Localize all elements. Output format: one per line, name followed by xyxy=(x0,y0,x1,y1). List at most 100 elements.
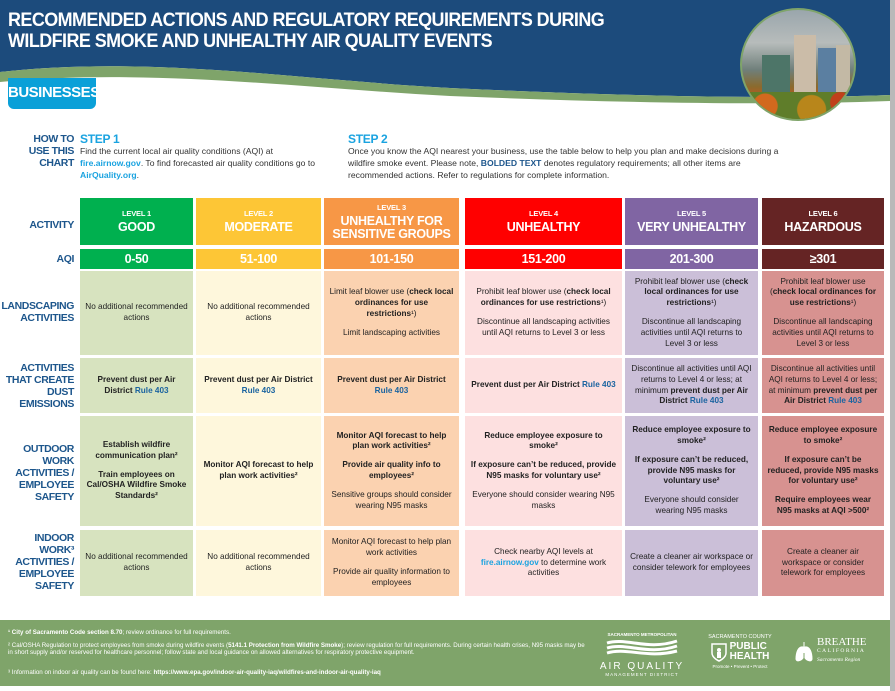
cell-paragraph: Prevent dust per Air District Rule 403 xyxy=(201,375,316,397)
how-to-label: HOW TO USE THIS CHART xyxy=(28,133,75,169)
step1-text: Find the current local air quality condi… xyxy=(80,146,316,180)
cell-paragraph: Provide air quality information to emplo… xyxy=(329,567,454,589)
cell-text: ¹) xyxy=(600,298,607,308)
aqi-range-5: 201-300 xyxy=(625,249,758,269)
dust-cell: Prevent dust per Air District Rule 403 xyxy=(465,358,622,413)
cell-paragraph: No additional recommended actions xyxy=(85,302,188,324)
cell-paragraph: No additional recommended actions xyxy=(201,552,316,574)
public-health-logo: SACRAMENTO COUNTY PUBLIC HEALTH Promote •… xyxy=(708,634,772,669)
link[interactable]: Rule 403 xyxy=(134,385,169,395)
level-header-6: LEVEL 6 HAZARDOUS xyxy=(762,198,884,245)
outdoor-cell: Reduce employee exposure to smoke² If exp… xyxy=(625,416,758,526)
aqi-range-3: 101-150 xyxy=(324,249,459,269)
aqi-range-1: 0-50 xyxy=(80,249,193,269)
level-category: MODERATE xyxy=(224,220,293,235)
dust-cell: Prevent dust per Air District Rule 403 xyxy=(196,358,321,413)
cell-paragraph: Prevent dust per Air District Rule 403 xyxy=(85,375,188,397)
level-header-1: LEVEL 1 GOOD xyxy=(80,198,193,245)
cell-text: prevent dust per Air District xyxy=(784,385,878,406)
cell-paragraph: Establish wildfire communication plan² xyxy=(85,440,188,462)
breathe-california-logo: BREATHE CALIFORNIA Sacramento Region xyxy=(795,637,890,665)
indoor-cell: No additional recommended actions xyxy=(196,530,321,596)
link[interactable]: fire.airnow.gov xyxy=(480,557,539,567)
businesses-tab: BUSINESSES xyxy=(8,78,100,109)
cell-text: Require employees wear N95 masks at AQI … xyxy=(774,495,872,515)
indoor-cell: Monitor AQI forecast to help plan work a… xyxy=(324,530,459,596)
level-number: LEVEL 4 xyxy=(529,209,558,219)
cell-text: Limit leaf blower use ( xyxy=(329,287,410,297)
fire-airnow-link[interactable]: fire.airnow.gov xyxy=(80,158,141,168)
row-label-activity: ACTIVITY xyxy=(29,219,74,231)
cell-text: Limit landscaping activities xyxy=(343,327,440,337)
cell-paragraph: Sensitive groups should consider wearing… xyxy=(329,490,454,512)
step2-text: Once you know the AQI nearest your busin… xyxy=(348,146,779,180)
level-category: GOOD xyxy=(118,220,155,235)
page-title: RECOMMENDED ACTIONS AND REGULATORY REQUI… xyxy=(8,9,605,52)
cell-paragraph: Monitor AQI forecast to help plan work a… xyxy=(329,537,454,559)
outdoor-cell: Reduce employee exposure to smoke² If exp… xyxy=(465,416,622,526)
cell-paragraph: If exposure can’t be reduced, provide N9… xyxy=(767,455,879,487)
footer: ¹ City of Sacramento Code section 8.70; … xyxy=(0,620,890,686)
cell-paragraph: No additional recommended actions xyxy=(85,552,188,574)
indoor-cell: Create a cleaner air workspace or consid… xyxy=(762,530,884,596)
cell-text: Create a cleaner air workspace or consid… xyxy=(780,546,866,578)
outdoor-cell: Reduce employee exposure to smoke² If exp… xyxy=(762,416,884,526)
indoor-cell: Create a cleaner air workspace or consid… xyxy=(625,530,758,596)
cell-text: ¹) xyxy=(711,298,717,308)
cell-text: Monitor AQI forecast to help plan work a… xyxy=(336,430,447,451)
aqi-range-4: 151-200 xyxy=(465,249,622,269)
wave-background xyxy=(0,0,890,104)
link[interactable]: Rule 403 xyxy=(689,396,724,406)
landscaping-cell: Limit leaf blower use (check local ordin… xyxy=(324,271,459,355)
cell-paragraph: Discontinue all landscaping activities u… xyxy=(767,317,879,349)
cell-paragraph: If exposure can’t be reduced, provide N9… xyxy=(630,455,753,487)
link[interactable]: Rule 403 xyxy=(241,385,276,395)
cell-text: Prevent dust per Air District xyxy=(337,374,446,384)
cell-text: Train employees on Cal/OSHA Wildfire Smo… xyxy=(86,469,187,501)
cell-text: Prevent dust per Air District xyxy=(471,380,583,390)
cell-text: Prohibit leaf blower use ( xyxy=(769,276,866,297)
city-skyline-photo xyxy=(740,8,856,121)
outdoor-cell: Monitor AQI forecast to help plan work a… xyxy=(196,416,321,526)
cell-text: Reduce employee exposure to smoke² xyxy=(632,425,751,445)
level-header-5: LEVEL 5 VERY UNHEALTHY xyxy=(625,198,758,245)
cell-text: ¹) xyxy=(411,309,417,318)
landscaping-cell: Prohibit leaf blower use (check local or… xyxy=(625,271,758,355)
step1-title: STEP 1 xyxy=(80,132,120,146)
row-label-outdoor: OUTDOOR WORK ACTIVITIES / EMPLOYEE SAFETY xyxy=(15,443,74,503)
level-number: LEVEL 3 xyxy=(377,203,406,212)
row-label-landscaping: LANDSCAPING ACTIVITIES xyxy=(1,300,74,324)
dust-cell: Discontinue all activities until AQI ret… xyxy=(762,358,884,413)
cell-text: Discontinue all activities until AQI ret… xyxy=(768,363,878,395)
link[interactable]: Rule 403 xyxy=(828,396,862,406)
lungs-icon xyxy=(795,641,813,661)
level-category: UNHEALTHY xyxy=(506,220,581,235)
link[interactable]: Rule 403 xyxy=(582,380,616,390)
scrollbar[interactable] xyxy=(890,0,895,691)
row-label-dust: ACTIVITIES THAT CREATE DUST EMISSIONS xyxy=(5,362,75,410)
cell-paragraph: Provide air quality info to employees² xyxy=(329,460,454,482)
footnote-2: ² Cal/OSHA Regulation to protect employe… xyxy=(8,642,585,657)
level-category: UNHEALTHY FOR SENSITIVE GROUPS xyxy=(332,214,451,241)
level-number: LEVEL 1 xyxy=(122,209,151,219)
cell-paragraph: Discontinue all activities until AQI ret… xyxy=(630,364,753,407)
cell-text: check local ordinances for use restricti… xyxy=(354,287,454,318)
level-number: LEVEL 5 xyxy=(677,209,706,219)
link[interactable]: Rule 403 xyxy=(374,385,409,395)
level-category: HAZARDOUS xyxy=(784,220,862,235)
header-banner: RECOMMENDED ACTIONS AND REGULATORY REQUI… xyxy=(0,0,890,110)
level-category: VERY UNHEALTHY xyxy=(637,220,746,235)
aqi-range-6: ≥301 xyxy=(762,249,884,269)
cell-paragraph: Prevent dust per Air District Rule 403 xyxy=(471,380,615,391)
landscaping-cell: No additional recommended actions xyxy=(196,271,321,355)
cell-text: check local ordinances for use restricti… xyxy=(644,276,749,308)
cell-paragraph: Reduce employee exposure to smoke² xyxy=(630,425,753,447)
cell-text: Discontinue all landscaping activities u… xyxy=(640,317,743,348)
airquality-link[interactable]: AirQuality.org xyxy=(80,170,137,180)
cell-paragraph: Everyone should consider wearing N95 mas… xyxy=(470,490,617,512)
cell-paragraph: Prevent dust per Air District Rule 403 xyxy=(329,375,454,397)
outdoor-cell: Establish wildfire communication plan² Tr… xyxy=(80,416,193,526)
cell-text: Monitor AQI forecast to help plan work a… xyxy=(203,460,314,480)
cell-text: Monitor AQI forecast to help plan work a… xyxy=(331,537,452,558)
level-number: LEVEL 6 xyxy=(808,209,838,219)
